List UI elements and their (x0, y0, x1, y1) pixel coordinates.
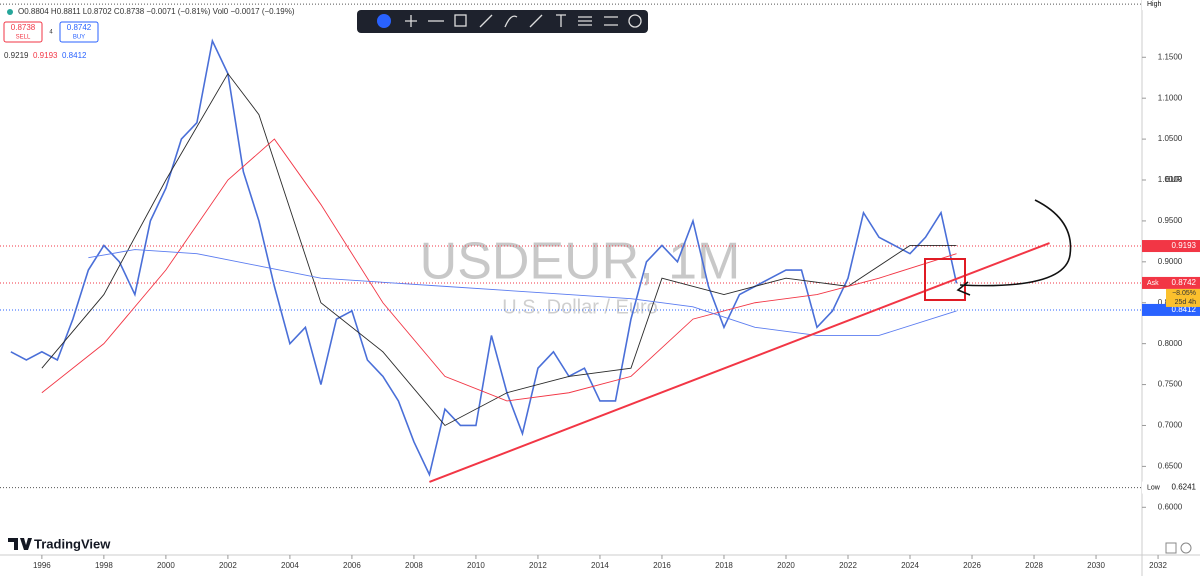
x-tick-label: 2014 (591, 561, 609, 570)
price-tag-name: Low (1147, 484, 1161, 491)
brand: TradingView (34, 536, 111, 551)
tool-rect[interactable] (454, 14, 467, 27)
y-tick-label: 1.1500 (1158, 52, 1183, 61)
drawing-toolbar (357, 10, 648, 33)
sell-button[interactable] (3, 21, 43, 43)
logo-mark (8, 538, 32, 550)
x-tick-label: 1998 (95, 561, 113, 570)
logo: TradingView (8, 536, 111, 551)
x-tick-label: 2006 (343, 561, 361, 570)
x-tick-label: 1996 (33, 561, 51, 570)
price-tag-value: 0.9193 (1172, 241, 1197, 250)
countdown-bg (1166, 288, 1200, 307)
change-label: −8.05% (1172, 290, 1196, 297)
x-tick-label: 2022 (839, 561, 857, 570)
y-tick-label: 0.6500 (1158, 461, 1183, 470)
ma-value: 0.8412 (62, 51, 87, 60)
x-tick-label: 2012 (529, 561, 547, 570)
currency: EUR (1165, 175, 1182, 184)
toolbar-bg (357, 10, 648, 33)
x-tick-label: 2008 (405, 561, 423, 570)
y-tick-label: 1.0500 (1158, 134, 1183, 143)
y-tick-label: 0.6000 (1158, 502, 1183, 511)
price-tag (1142, 0, 1200, 11)
price-tag (1142, 481, 1200, 494)
x-tick-label: 2024 (901, 561, 919, 570)
ma-value: 0.9193 (33, 51, 58, 60)
x-tick-label: 2026 (963, 561, 981, 570)
y-tick-label: 1.0000 (1158, 175, 1183, 184)
y-tick-label: 1.1000 (1158, 93, 1183, 102)
price-tag-name: Ask (1147, 280, 1159, 287)
y-tick-label: 0.9000 (1158, 257, 1183, 266)
tool-settings[interactable] (604, 16, 618, 26)
x-tick-label: 2032 (1149, 561, 1167, 570)
price-tag (1142, 240, 1200, 253)
price-tag-value: 0.8412 (1172, 305, 1197, 314)
price-tag-value: 0.6241 (1172, 483, 1197, 492)
plot (0, 3, 1142, 489)
y-tick-label: 0.7500 (1158, 380, 1183, 389)
autoscale-button[interactable] (1165, 542, 1177, 554)
x-tick-label: 2002 (219, 561, 237, 570)
buy-label: BUY (73, 35, 85, 41)
y-tick-label: 0.8000 (1158, 339, 1183, 348)
axes: 0.60000.65000.70000.75000.80000.85000.90… (33, 0, 1200, 570)
buy-price: 0.8742 (67, 23, 92, 32)
price-tag-value: 0.8742 (1172, 278, 1197, 287)
price-series (88, 249, 957, 336)
ma-value: 0.9219 (4, 51, 29, 60)
x-tick-label: 2020 (777, 561, 795, 570)
tool-text[interactable] (556, 14, 566, 27)
x-tick-label: 2018 (715, 561, 733, 570)
status-dot (7, 9, 13, 15)
ohlc: O0.8804 H0.8811 L0.8702 C0.8738 −0.0071 … (18, 7, 295, 16)
x-tick-label: 2028 (1025, 561, 1043, 570)
hand-arrow (956, 199, 1072, 296)
tool-path[interactable] (504, 15, 518, 28)
watermark-symbol: USDEUR, 1M (420, 233, 741, 291)
price-tag (1142, 276, 1200, 289)
y-tick-label: 0.9500 (1158, 216, 1183, 225)
price-tag-name: High (1147, 1, 1162, 8)
highlight-box (924, 258, 966, 301)
price-series (10, 38, 958, 477)
y-tick-label: 0.7000 (1158, 421, 1183, 430)
tool-more[interactable] (628, 14, 642, 28)
buy-button[interactable] (59, 21, 99, 43)
price-series (41, 138, 957, 402)
x-tick-label: 2030 (1087, 561, 1105, 570)
price-series (429, 242, 1050, 483)
tool-crosshair[interactable] (405, 15, 417, 27)
x-tick-label: 2016 (653, 561, 671, 570)
x-tick-label: 2004 (281, 561, 299, 570)
countdown: 25d 4h (1175, 299, 1197, 306)
price-series (41, 72, 957, 427)
settings-button[interactable] (1180, 542, 1192, 554)
sell-price: 0.8738 (11, 23, 36, 32)
tool-trendline[interactable] (529, 14, 543, 28)
tool-brush[interactable] (479, 14, 493, 28)
tool-cursor[interactable] (377, 14, 391, 28)
watermark-description: U.S. Dollar / Euro (502, 296, 658, 318)
spread: 4 (49, 30, 53, 36)
price-tag (1142, 303, 1200, 316)
tool-fib[interactable] (578, 16, 592, 26)
x-tick-label: 2010 (467, 561, 485, 570)
sell-label: SELL (16, 35, 31, 41)
x-tick-label: 2000 (157, 561, 175, 570)
